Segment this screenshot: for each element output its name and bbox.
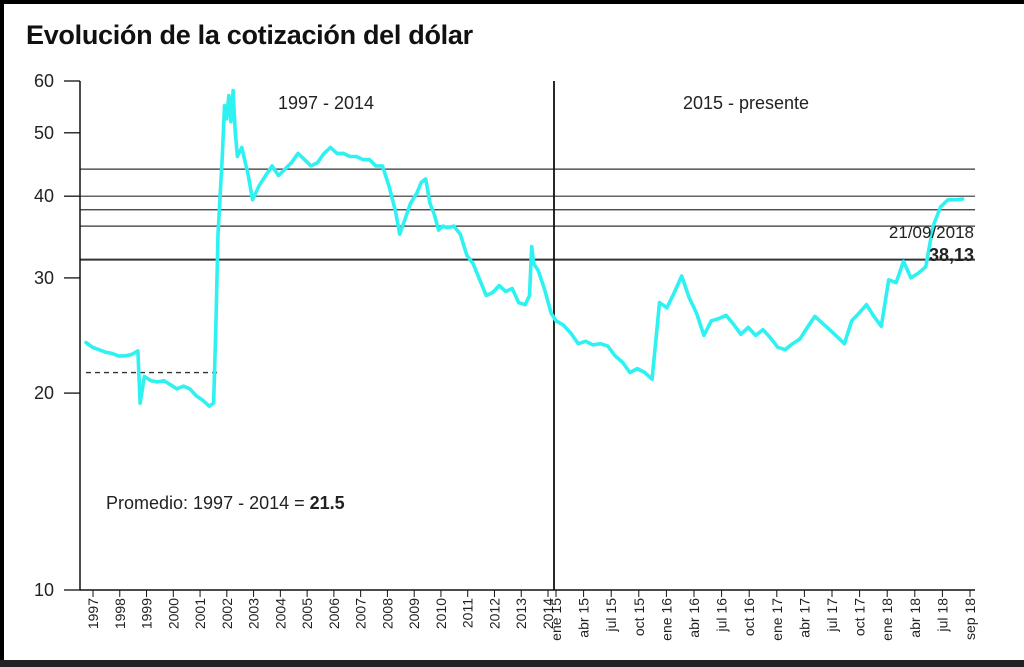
x-tick-label: 1998 [112, 598, 128, 629]
x-tick-label: abr 16 [686, 598, 702, 638]
y-tick-label: 60 [34, 71, 54, 91]
x-tick-label: 2010 [433, 598, 449, 629]
chart-labels: 1997 - 2014 2015 - presente 21/09/2018 38,1… [106, 93, 974, 513]
x-tick-label: 2011 [460, 598, 476, 628]
x-tick-label: ene 18 [879, 598, 895, 641]
x-tick-label: abr 18 [907, 598, 923, 638]
x-tick-label: 2004 [272, 598, 288, 629]
average-label: Promedio: 1997 - 2014 = 21.5 [106, 493, 345, 513]
x-tick-label: 1997 [85, 598, 101, 629]
x-tick-label: ene 16 [658, 598, 674, 641]
average-label-value: 21.5 [310, 493, 345, 513]
axes: 10 20 30 40 50 60 1997 1998 1999 2000 2001 2002 2003… [34, 71, 978, 641]
x-tick-label: 2001 [192, 598, 208, 629]
last-point-date: 21/09/2018 [889, 223, 974, 242]
x-tick-label: 2000 [165, 598, 181, 629]
series-group [84, 88, 965, 408]
bottom-border [0, 660, 1024, 667]
y-tick-label: 30 [34, 268, 54, 288]
left-border [0, 0, 4, 667]
page-title: Evolución de la cotización del dólar [26, 20, 473, 50]
x-tick-label: 2003 [246, 598, 262, 629]
x-tick-label: 2006 [326, 598, 342, 629]
y-tick-label: 40 [34, 186, 54, 206]
y-tick-label: 20 [34, 383, 54, 403]
x-tick-label: 2009 [406, 598, 422, 629]
y-tick-label: 50 [34, 123, 54, 143]
y-tick-label: 10 [34, 580, 54, 600]
reference-lines [80, 168, 975, 261]
x-tick-label: sep 18 [962, 598, 978, 640]
x-tick-label: 2005 [299, 598, 315, 629]
series-line [84, 88, 965, 408]
period-label: 1997 - 2014 [278, 93, 374, 113]
x-tick-label: oct 15 [631, 598, 647, 636]
period-label: 2015 - presente [683, 93, 809, 113]
x-tick-label: abr 15 [576, 598, 592, 638]
x-tick-label: jul 18 [934, 598, 950, 633]
x-tick-label: 2013 [513, 598, 529, 629]
x-tick-label: 2008 [379, 598, 395, 629]
x-tick-label: ene 17 [769, 598, 785, 641]
top-border [0, 0, 1024, 4]
average-label-prefix: Promedio: 1997 - 2014 = [106, 493, 310, 513]
x-tick-label: 2014 [540, 598, 556, 629]
x-tick-label: abr 17 [796, 598, 812, 638]
x-tick-label: 2007 [353, 598, 369, 629]
x-tick-label: ene 15 [548, 598, 564, 641]
last-point-value: 38,13 [929, 245, 974, 265]
x-tick-label: jul 15 [603, 598, 619, 633]
x-tick-label: oct 16 [741, 598, 757, 636]
x-tick-label: jul 17 [824, 598, 840, 633]
x-tick-label: jul 16 [714, 598, 730, 633]
x-tick-label: 2012 [486, 598, 502, 629]
x-tick-label: 1999 [139, 598, 155, 629]
x-tick-label: 2002 [219, 598, 235, 629]
x-tick-label: oct 17 [852, 598, 868, 636]
